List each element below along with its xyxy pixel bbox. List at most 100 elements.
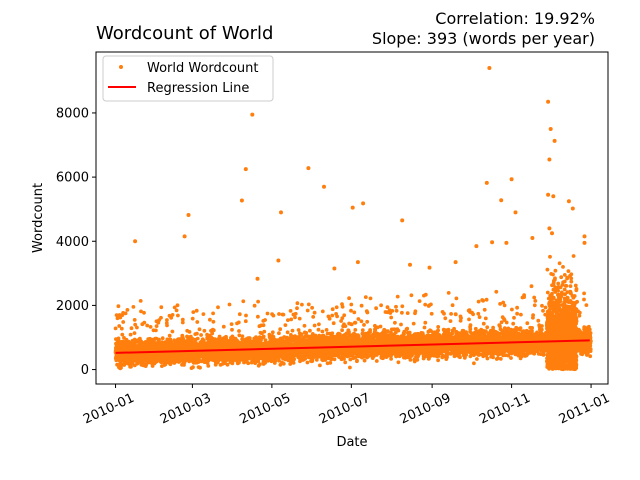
data-point	[349, 322, 354, 327]
data-point	[379, 303, 383, 308]
data-point	[300, 302, 304, 307]
data-point	[304, 331, 309, 335]
data-point	[265, 311, 270, 316]
data-point	[349, 302, 354, 307]
data-point	[154, 324, 159, 328]
data-point	[258, 362, 262, 367]
data-point	[194, 308, 199, 313]
data-point	[131, 305, 136, 309]
data-point	[138, 299, 143, 303]
data-point	[327, 316, 332, 321]
data-point	[172, 305, 177, 310]
data-point	[122, 363, 127, 367]
data-point	[338, 332, 342, 337]
data-point	[211, 328, 216, 333]
data-point	[359, 303, 364, 308]
data-point	[142, 320, 147, 325]
data-point	[293, 311, 298, 316]
data-point	[302, 323, 307, 328]
data-point	[395, 294, 400, 299]
data-point	[330, 313, 335, 318]
data-point	[295, 301, 300, 306]
data-point	[139, 340, 144, 344]
data-point	[165, 323, 169, 328]
correlation-annotation: Correlation: 19.92%	[435, 9, 595, 28]
chart-title: Wordcount of World	[96, 23, 273, 44]
data-point	[170, 329, 175, 334]
data-point	[342, 313, 347, 318]
data-point	[197, 327, 202, 332]
data-point	[113, 326, 118, 331]
data-point	[288, 309, 293, 313]
data-point	[328, 361, 333, 365]
data-point	[396, 328, 401, 333]
data-point	[299, 332, 304, 337]
data-point	[330, 307, 335, 312]
data-point	[198, 365, 202, 370]
data-point	[169, 315, 174, 320]
data-point	[256, 314, 260, 319]
data-point	[362, 323, 366, 327]
slope-annotation: Slope: 393 (words per year)	[372, 29, 595, 48]
data-point	[281, 361, 286, 366]
data-point	[133, 322, 138, 327]
data-point	[125, 308, 130, 312]
data-point	[378, 324, 383, 329]
data-point	[295, 306, 299, 311]
data-point	[175, 303, 180, 308]
data-point	[114, 313, 119, 317]
data-point	[129, 326, 134, 331]
data-point	[331, 321, 336, 326]
data-point	[236, 320, 241, 325]
data-point	[353, 320, 358, 325]
data-point	[308, 328, 312, 333]
data-point	[154, 328, 158, 333]
data-point	[165, 318, 169, 322]
data-point	[353, 328, 358, 332]
data-point	[211, 311, 216, 316]
data-point	[252, 303, 257, 308]
data-point	[290, 328, 295, 333]
data-point	[396, 360, 401, 365]
data-point	[408, 358, 413, 362]
data-point	[285, 330, 290, 335]
data-point	[362, 358, 367, 363]
data-point	[320, 329, 325, 334]
data-point	[142, 310, 146, 315]
data-point	[385, 305, 390, 310]
data-point	[190, 316, 195, 321]
data-point	[237, 312, 242, 317]
data-point	[145, 323, 150, 328]
data-point	[132, 318, 137, 322]
data-point	[227, 302, 232, 307]
data-point	[365, 319, 370, 324]
data-point	[229, 322, 234, 326]
data-point	[123, 311, 128, 316]
data-point	[365, 310, 370, 315]
data-point	[191, 365, 195, 370]
data-point	[167, 333, 172, 338]
data-point	[297, 316, 302, 321]
data-point	[176, 313, 180, 318]
data-point	[243, 319, 248, 324]
data-point	[191, 310, 196, 314]
data-point	[128, 332, 133, 337]
data-point	[262, 359, 266, 364]
data-point	[390, 309, 395, 313]
data-point	[368, 328, 372, 332]
data-point	[340, 304, 345, 309]
data-point	[174, 308, 179, 313]
data-point	[293, 315, 297, 320]
data-point	[120, 332, 125, 337]
data-point	[160, 336, 165, 341]
data-point	[340, 328, 344, 333]
data-point	[199, 333, 204, 337]
data-point	[159, 305, 164, 310]
data-point	[349, 308, 353, 313]
data-point	[157, 337, 161, 342]
data-point	[305, 308, 310, 313]
data-point	[208, 317, 212, 322]
data-point	[356, 317, 361, 321]
data-point	[347, 296, 351, 301]
data-point	[343, 360, 348, 365]
